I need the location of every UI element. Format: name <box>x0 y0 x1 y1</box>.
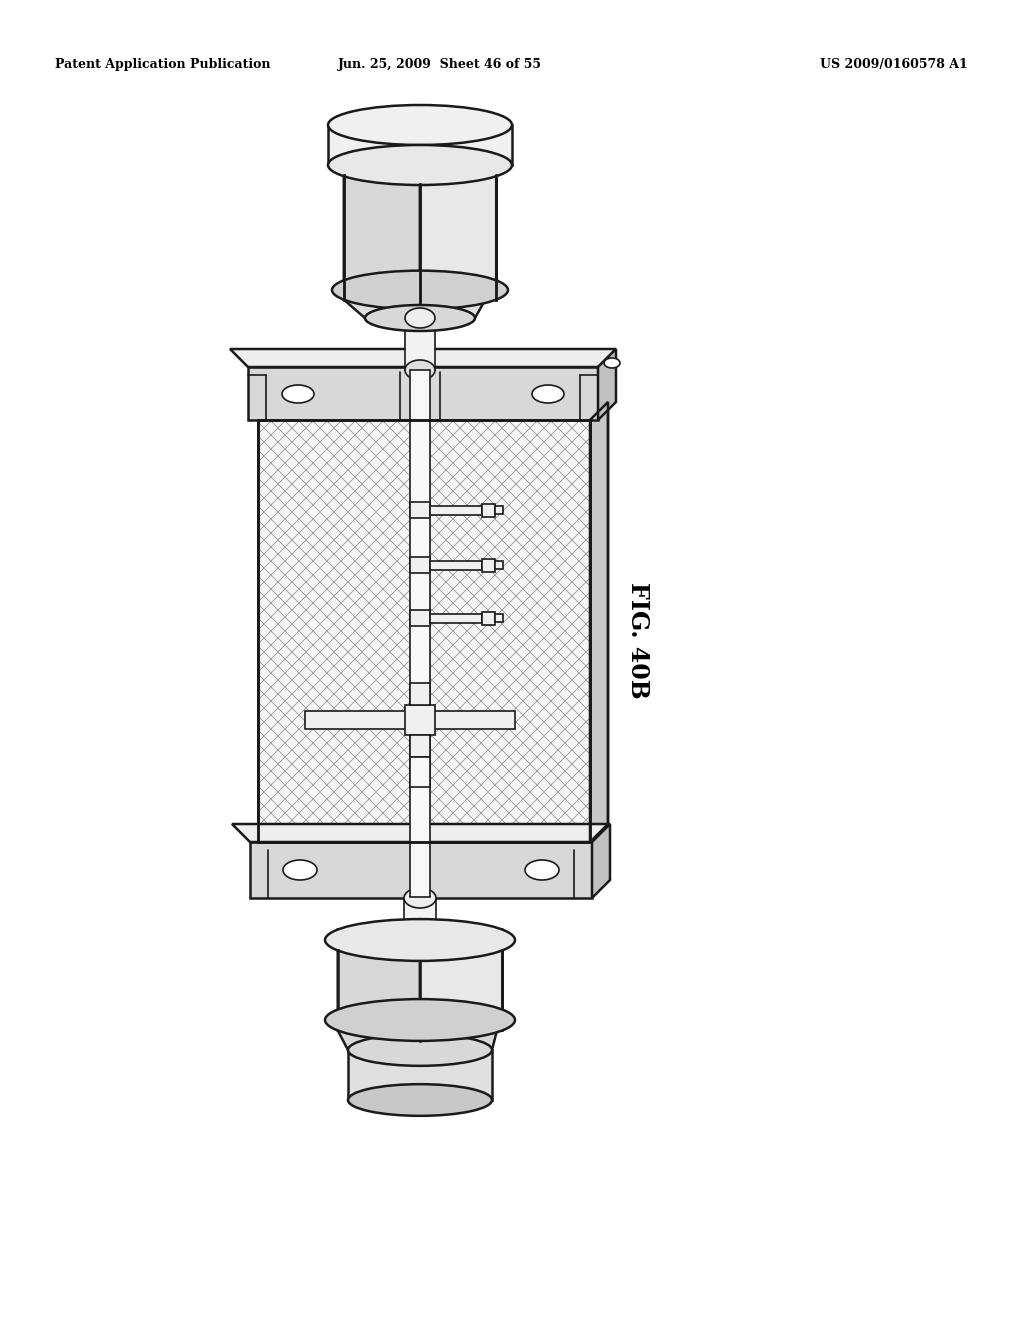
Text: Patent Application Publication: Patent Application Publication <box>55 58 270 71</box>
Bar <box>406 318 435 370</box>
Ellipse shape <box>325 919 515 961</box>
Bar <box>430 506 482 515</box>
Polygon shape <box>590 403 608 842</box>
Polygon shape <box>248 367 598 420</box>
Bar <box>430 561 482 570</box>
Polygon shape <box>338 950 420 1041</box>
Bar <box>404 898 436 940</box>
Ellipse shape <box>525 861 559 880</box>
Bar <box>410 370 430 898</box>
Bar <box>258 420 590 842</box>
Bar <box>348 1049 492 1100</box>
Ellipse shape <box>365 305 475 331</box>
Bar <box>258 420 590 842</box>
Bar <box>410 610 430 626</box>
Bar <box>406 705 435 735</box>
Ellipse shape <box>325 999 515 1041</box>
Bar <box>410 682 430 705</box>
Bar <box>258 420 590 842</box>
Polygon shape <box>598 348 616 420</box>
Polygon shape <box>338 1010 503 1049</box>
Bar <box>482 504 495 517</box>
Bar <box>305 711 410 729</box>
Ellipse shape <box>332 271 508 309</box>
Bar <box>410 502 430 517</box>
Ellipse shape <box>282 385 314 403</box>
Ellipse shape <box>328 145 512 185</box>
Polygon shape <box>420 950 503 1041</box>
Bar <box>410 735 430 756</box>
Bar <box>430 614 482 623</box>
Bar <box>495 614 503 622</box>
Polygon shape <box>250 842 592 898</box>
Bar <box>495 506 503 513</box>
Ellipse shape <box>348 1084 492 1115</box>
Bar <box>328 125 512 165</box>
Ellipse shape <box>328 106 512 145</box>
Polygon shape <box>338 919 503 961</box>
Text: Jun. 25, 2009  Sheet 46 of 55: Jun. 25, 2009 Sheet 46 of 55 <box>338 58 542 71</box>
Ellipse shape <box>404 888 436 908</box>
Ellipse shape <box>404 931 436 950</box>
Bar <box>495 561 503 569</box>
Bar <box>410 756 430 787</box>
Ellipse shape <box>604 358 620 368</box>
Ellipse shape <box>406 360 435 380</box>
Text: US 2009/0160578 A1: US 2009/0160578 A1 <box>820 58 968 71</box>
Polygon shape <box>344 280 497 318</box>
Ellipse shape <box>532 385 564 403</box>
Polygon shape <box>592 824 610 898</box>
Polygon shape <box>232 824 610 842</box>
Polygon shape <box>230 348 616 367</box>
Ellipse shape <box>406 308 435 327</box>
Bar <box>258 420 590 842</box>
Polygon shape <box>420 174 497 309</box>
Ellipse shape <box>348 1034 492 1065</box>
Bar <box>482 558 495 572</box>
Ellipse shape <box>283 861 317 880</box>
Text: FIG. 40B: FIG. 40B <box>626 582 650 698</box>
Bar <box>430 711 515 729</box>
Polygon shape <box>344 174 420 309</box>
Polygon shape <box>344 145 497 185</box>
Bar <box>410 557 430 573</box>
Bar <box>482 612 495 624</box>
